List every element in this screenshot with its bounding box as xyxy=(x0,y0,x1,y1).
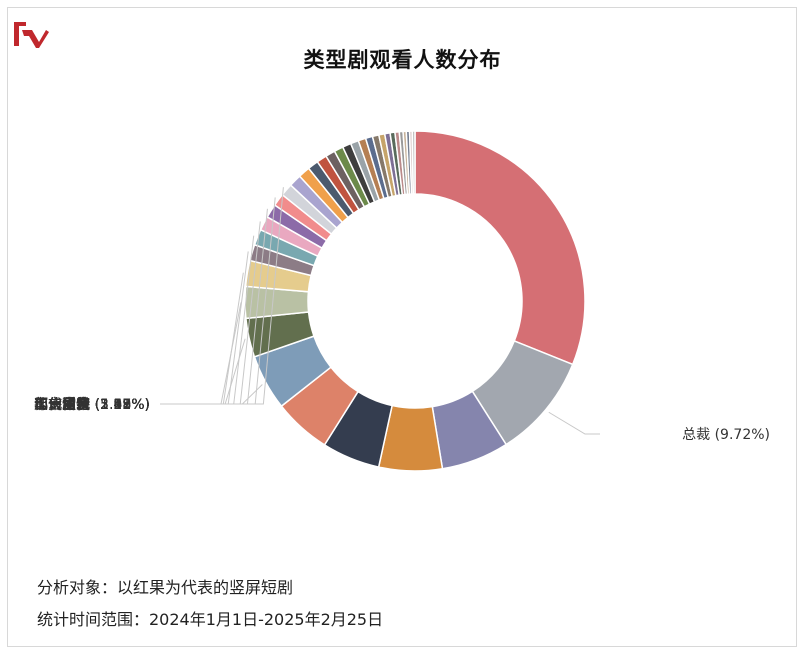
slice-label-e4bb99e4bea0e68385: 仙侠情缘 (1.33%) xyxy=(34,397,150,413)
slice-label-e983bde5b882e697a5: 都市日常 (3.62%) xyxy=(34,396,150,413)
donut-slice-35[interactable] xyxy=(411,130,416,195)
donut-slice-0[interactable] xyxy=(414,130,586,366)
slice-label-e78eb0e8a880e7949c: 现言甜宠 (5.19%) xyxy=(34,397,150,413)
slice-label-e58e86e58fb2e58fa4: 历史古代 (1.18%) xyxy=(34,397,150,413)
chart-title: 类型剧观看人数分布 xyxy=(303,48,502,72)
slice-label-e78e84e5b9bbe4bb99: 玄幻仙侠 (2.95%) xyxy=(34,396,150,413)
slice-label-e680bbe8a381: 总裁 (9.72%) xyxy=(682,427,770,443)
footer-time-range: 统计时间范围：2024年1月1日-2025年2月25日 xyxy=(37,610,384,629)
slice-label-e5b9b4e4bba3e788b1: 年代爱情 (1.48%) xyxy=(34,397,150,413)
brand-logo-icon xyxy=(14,22,49,48)
label-leader-line xyxy=(548,411,600,435)
label-leader-line xyxy=(160,384,263,405)
footer-analysis-subject: 分析对象：以红果为代表的竖屏短剧 xyxy=(37,578,294,597)
slice-label-e9878de7949f: 重生 (1.51%) xyxy=(62,397,150,413)
chart-frame xyxy=(7,7,797,647)
slice-label-e589a7e68385: 剧情 (1.29%) xyxy=(62,397,150,413)
label-leader-line xyxy=(160,302,242,405)
slice-label-e58fa4e8a385: 古装 (1.17%) xyxy=(62,397,150,413)
label-leader-line xyxy=(160,187,284,405)
slice-label-e98086e8a2ad: 逆袭 (2.41%) xyxy=(62,397,150,413)
